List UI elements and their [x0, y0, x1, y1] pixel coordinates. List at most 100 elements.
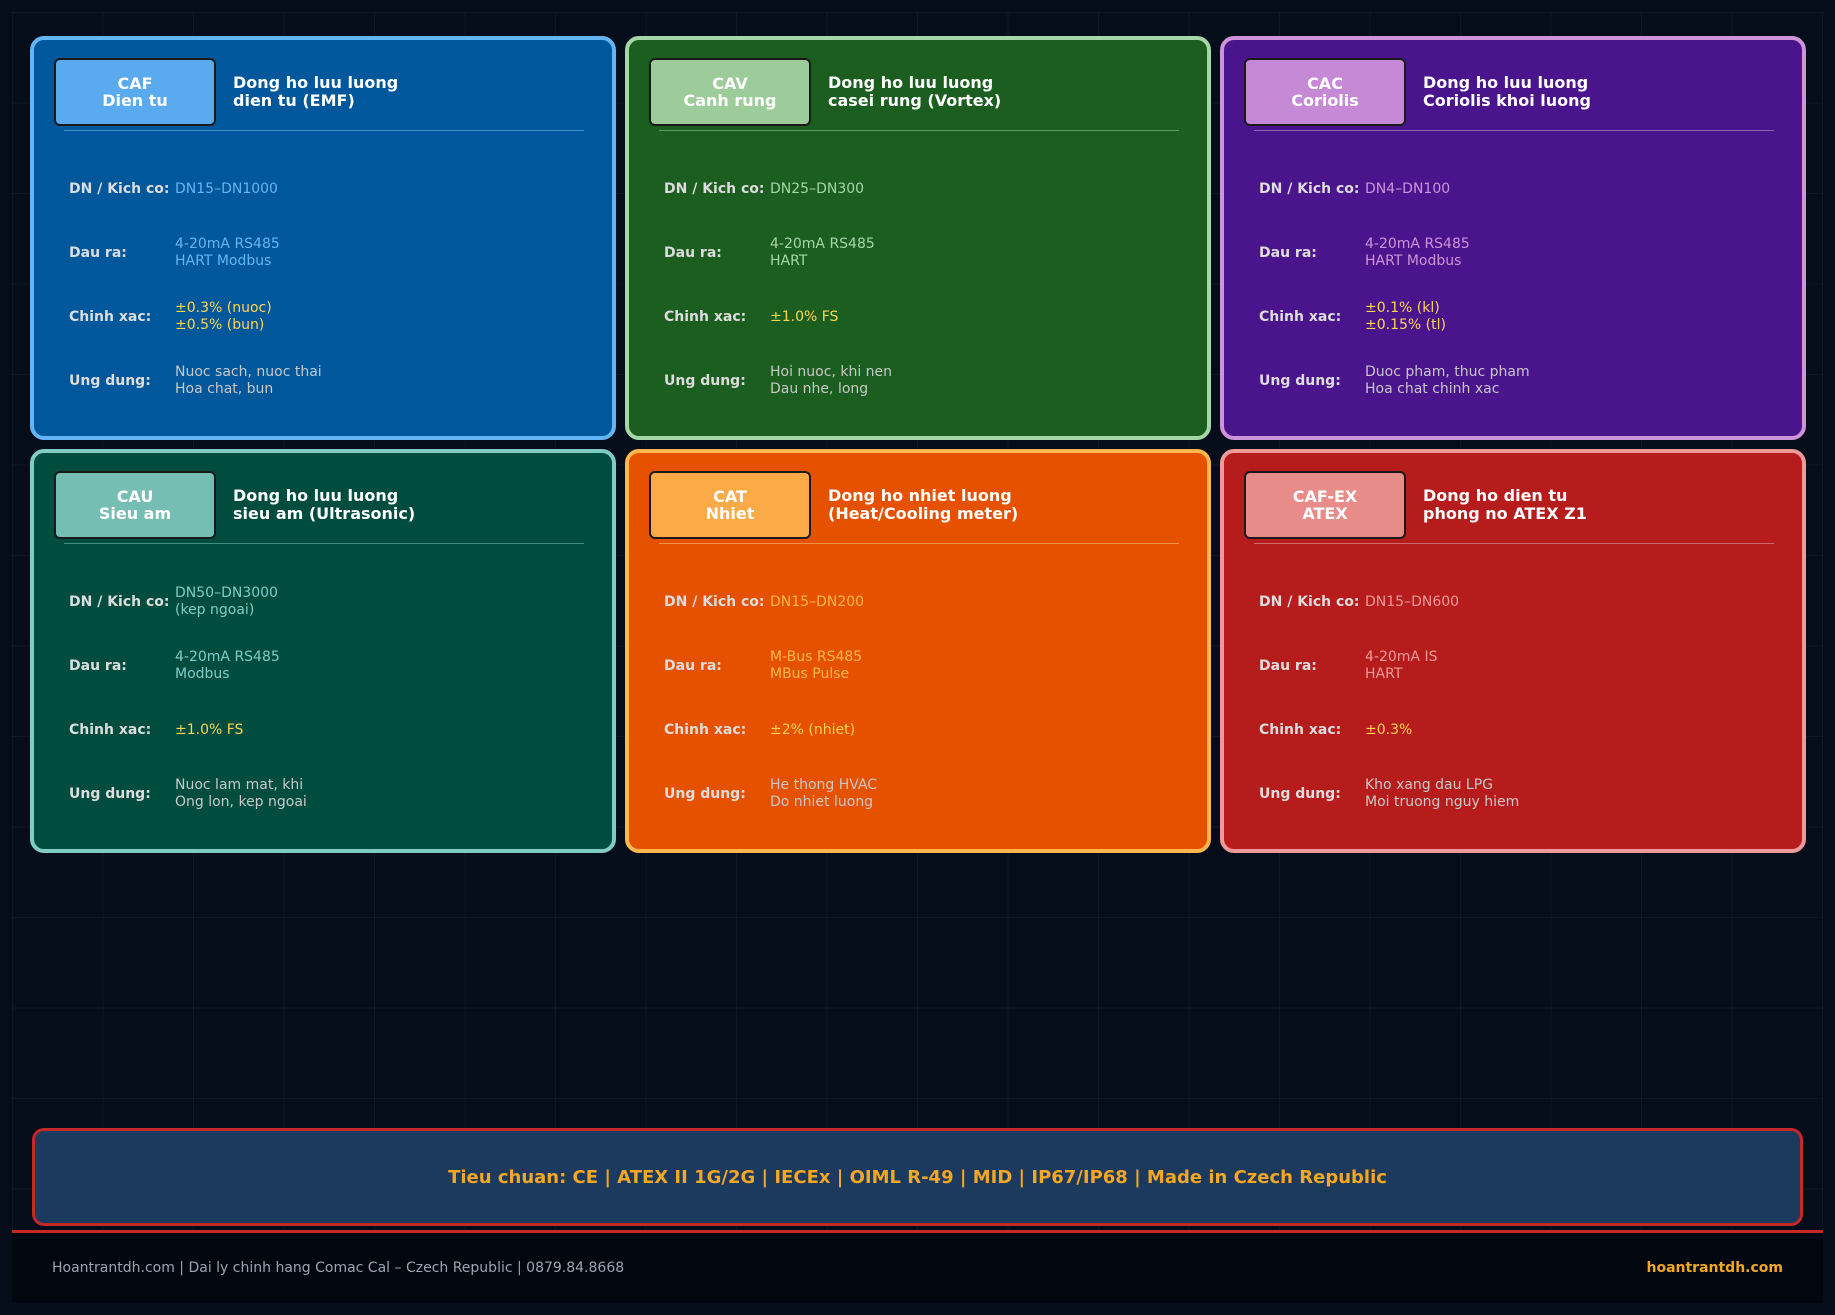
spec-label: Dau ra: — [69, 658, 127, 674]
spec-label: Chinh xac: — [69, 309, 152, 325]
spec-value: DN15–DN200 — [770, 594, 864, 611]
product-card: CAV Canh rung Dong ho luu luong casei ru… — [625, 36, 1211, 440]
product-code-badge: CAC Coriolis — [1244, 58, 1406, 126]
spec-value-line: DN50–DN3000 — [175, 585, 278, 601]
spec-list: DN / Kich co: DN50–DN3000 (kep ngoai) Dau… — [54, 570, 588, 826]
card-title-line-2: casei rung (Vortex) — [828, 91, 1002, 110]
card-divider — [1254, 130, 1774, 131]
spec-label: Ung dung: — [1259, 373, 1341, 389]
product-card: CAF-EX ATEX Dong ho dien tu phong no ATE… — [1220, 449, 1806, 853]
spec-value-line: Nuoc lam mat, khi — [175, 777, 304, 793]
spec-label: Dau ra: — [69, 245, 127, 261]
spec-row: Dau ra: 4-20mA RS485 HART Modbus — [54, 221, 588, 285]
spec-value-line: Ong lon, kep ngoai — [175, 794, 307, 810]
spec-row: Chinh xac: ±0.3% — [1244, 698, 1778, 762]
spec-value-line: DN15–DN1000 — [175, 180, 278, 197]
spec-row: DN / Kich co: DN15–DN600 — [1244, 570, 1778, 634]
product-code-badge: CAF Dien tu — [54, 58, 216, 126]
card-title-line-1: Dong ho luu luong — [233, 73, 399, 92]
spec-label: DN / Kich co: — [69, 594, 170, 610]
card-divider — [64, 543, 584, 544]
spec-list: DN / Kich co: DN15–DN600 Dau ra: 4-20mA … — [1244, 570, 1778, 826]
card-title-line-1: Dong ho luu luong — [233, 486, 399, 505]
product-card: CAT Nhiet Dong ho nhiet luong (Heat/Cool… — [625, 449, 1211, 853]
spec-label: Chinh xac: — [664, 309, 747, 325]
spec-value: 4-20mA RS485 HART — [770, 236, 875, 270]
spec-label: DN / Kich co: — [664, 594, 765, 610]
spec-value-line: Modbus — [175, 666, 230, 682]
product-subtitle: Dien tu — [102, 91, 168, 110]
card-header: CAV Canh rung Dong ho luu luong casei ru… — [649, 58, 1183, 126]
spec-row: Dau ra: M-Bus RS485 MBus Pulse — [649, 634, 1183, 698]
product-code: CAF — [117, 74, 153, 93]
card-divider — [1254, 543, 1774, 544]
spec-value: 4-20mA RS485 HART Modbus — [175, 236, 280, 270]
spec-row: Chinh xac: ±0.3% (nuoc) ±0.5% (bun) — [54, 285, 588, 349]
spec-value-line: ±0.3% — [1365, 721, 1413, 738]
spec-label: Ung dung: — [664, 373, 746, 389]
product-subtitle: Coriolis — [1291, 91, 1359, 110]
card-title: Dong ho dien tu phong no ATEX Z1 — [1423, 487, 1587, 523]
product-code-badge: CAV Canh rung — [649, 58, 811, 126]
spec-value-line: HART Modbus — [175, 253, 272, 269]
product-code: CAC — [1307, 74, 1343, 93]
spec-label: Ung dung: — [69, 373, 151, 389]
product-code-badge: CAT Nhiet — [649, 471, 811, 539]
spec-value: DN15–DN1000 — [175, 181, 278, 198]
product-code: CAF-EX — [1292, 487, 1358, 506]
card-header: CAF Dien tu Dong ho luu luong dien tu (E… — [54, 58, 588, 126]
spec-label: Chinh xac: — [69, 722, 152, 738]
spec-row: Chinh xac: ±2% (nhiet) — [649, 698, 1183, 762]
spec-value-line: Hoi nuoc, khi nen — [770, 364, 893, 380]
spec-value: ±0.1% (kl) ±0.15% (tl) — [1365, 300, 1446, 334]
spec-list: DN / Kich co: DN15–DN200 Dau ra: M-Bus R… — [649, 570, 1183, 826]
spec-value: DN50–DN3000 (kep ngoai) — [175, 585, 278, 619]
footer: Hoantrantdh.com | Dai ly chinh hang Coma… — [12, 1233, 1823, 1303]
spec-value: Duoc pham, thuc pham Hoa chat chinh xac — [1365, 364, 1530, 398]
card-header: CAF-EX ATEX Dong ho dien tu phong no ATE… — [1244, 471, 1778, 539]
spec-label: Ung dung: — [1259, 786, 1341, 802]
spec-value: DN15–DN600 — [1365, 594, 1459, 611]
standards-banner-text: Tieu chuan: CE | ATEX II 1G/2G | IECEx |… — [448, 1166, 1387, 1188]
spec-row: DN / Kich co: DN50–DN3000 (kep ngoai) — [54, 570, 588, 634]
standards-banner: Tieu chuan: CE | ATEX II 1G/2G | IECEx |… — [32, 1128, 1803, 1226]
spec-value-line: ±1.0% FS — [770, 308, 839, 325]
spec-value-line: 4-20mA RS485 — [175, 236, 280, 252]
product-code: CAU — [116, 487, 154, 506]
spec-value-line: ±1.0% FS — [175, 721, 244, 738]
product-code-badge: CAU Sieu am — [54, 471, 216, 539]
spec-label: DN / Kich co: — [664, 181, 765, 197]
product-card: CAC Coriolis Dong ho luu luong Coriolis … — [1220, 36, 1806, 440]
spec-value-line: MBus Pulse — [770, 666, 850, 682]
spec-label: Dau ra: — [664, 658, 722, 674]
spec-row: Chinh xac: ±1.0% FS — [649, 285, 1183, 349]
spec-value-line: 4-20mA RS485 — [770, 236, 875, 252]
spec-value: 4-20mA IS HART — [1365, 649, 1437, 683]
spec-value: DN25–DN300 — [770, 181, 864, 198]
spec-value: Kho xang dau LPG Moi truong nguy hiem — [1365, 777, 1519, 811]
spec-value-line: Nuoc sach, nuoc thai — [175, 364, 322, 380]
card-header: CAU Sieu am Dong ho luu luong sieu am (U… — [54, 471, 588, 539]
product-card: CAU Sieu am Dong ho luu luong sieu am (U… — [30, 449, 616, 853]
spec-value-line: ±2% (nhiet) — [770, 721, 856, 738]
footer-website-link[interactable]: hoantrantdh.com — [1646, 1260, 1783, 1276]
product-code: CAT — [713, 487, 747, 506]
spec-value: ±0.3% (nuoc) ±0.5% (bun) — [175, 300, 272, 334]
spec-value: Nuoc lam mat, khi Ong lon, kep ngoai — [175, 777, 307, 811]
spec-value-line: ±0.1% (kl) — [1365, 300, 1440, 316]
spec-value-line: ±0.3% (nuoc) — [175, 300, 272, 316]
spec-value-line: HART Modbus — [1365, 253, 1462, 269]
spec-value: Hoi nuoc, khi nen Dau nhe, long — [770, 364, 892, 398]
spec-label: Dau ra: — [1259, 245, 1317, 261]
card-divider — [659, 543, 1179, 544]
spec-list: DN / Kich co: DN4–DN100 Dau ra: 4-20mA R… — [1244, 157, 1778, 413]
product-subtitle: ATEX — [1302, 504, 1348, 523]
spec-row: Chinh xac: ±0.1% (kl) ±0.15% (tl) — [1244, 285, 1778, 349]
spec-row: Dau ra: 4-20mA RS485 HART Modbus — [1244, 221, 1778, 285]
card-title: Dong ho nhiet luong (Heat/Cooling meter) — [828, 487, 1018, 523]
spec-value-line: DN4–DN100 — [1365, 180, 1451, 197]
product-subtitle: Nhiet — [705, 504, 755, 523]
card-title-line-2: Coriolis khoi luong — [1423, 91, 1591, 110]
spec-value: Nuoc sach, nuoc thai Hoa chat, bun — [175, 364, 322, 398]
card-title-line-2: (Heat/Cooling meter) — [828, 504, 1019, 523]
